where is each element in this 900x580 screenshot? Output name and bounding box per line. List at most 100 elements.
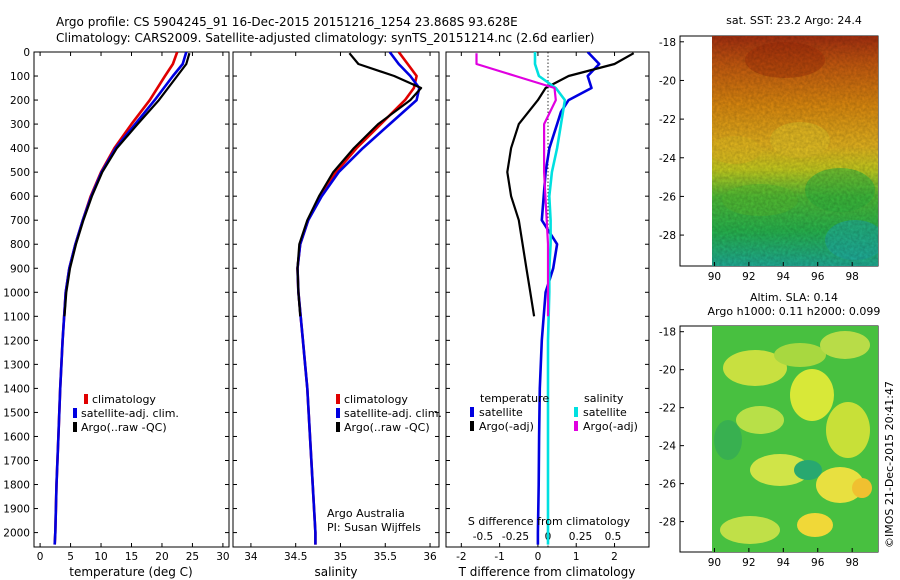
legend-swatch-argo — [73, 422, 77, 432]
legend-swatch-climatology — [84, 394, 88, 404]
series-line-temperature-satellite — [536, 52, 601, 545]
figure-subtitle: Climatology: CARS2009. Satellite-adjuste… — [56, 31, 594, 45]
x-tick-label: 20 — [155, 551, 168, 563]
series-line-argo-raw-qc- — [296, 52, 423, 317]
x-tick-label: 5 — [67, 551, 74, 563]
legend-swatch-satellite — [73, 408, 77, 418]
sla-map-title-1: Altim. SLA: 0.14 — [750, 291, 838, 304]
legend-title-temperature: temperature — [480, 392, 549, 405]
depth-tick-label: 400 — [10, 143, 30, 155]
legend-label-s-argo: Argo(-adj) — [583, 420, 638, 433]
map-x-tick-label: 92 — [742, 271, 755, 283]
depth-tick-label: 2000 — [3, 528, 30, 540]
legend-swatch-t-satellite — [470, 407, 474, 417]
legend-swatch-climatology — [336, 394, 340, 404]
legend-label-s-satellite: satellite — [583, 406, 627, 419]
legend-label-argo: Argo(..raw -QC) — [344, 421, 430, 434]
map-x-tick-label: 94 — [777, 557, 791, 569]
series-line-satellite-adj-clim- — [296, 52, 421, 545]
series-line-temperature-argo-adj- — [506, 52, 635, 317]
temperature-xlabel: temperature (deg C) — [69, 565, 192, 579]
x-tick-label: 36 — [423, 551, 437, 563]
depth-tick-label: 1000 — [3, 287, 30, 299]
sst-map-title: sat. SST: 23.2 Argo: 24.4 — [726, 14, 862, 27]
map-y-tick-label: -26 — [659, 479, 676, 491]
map-x-tick-label: 94 — [777, 271, 791, 283]
depth-tick-label: 1500 — [3, 407, 30, 419]
imos-timestamp: ©IMOS 21-Dec-2015 20:41:47 — [883, 381, 896, 548]
series-line-satellite-adj-clim- — [53, 52, 188, 545]
series-line-climatology — [296, 52, 418, 545]
credit-pi: PI: Susan Wijffels — [327, 521, 421, 534]
difference-panel: -2 -1 0 1 2-0.5 -0.25 0 0.25 0.5 S difference fr… — [445, 51, 650, 579]
temperature-panel: 0 5 10 15 20 25 30 temperature (deg C) climato… — [33, 51, 230, 579]
map-y-tick-label: -22 — [659, 403, 676, 415]
map-x-tick-label: 90 — [708, 557, 721, 569]
depth-tick-label: 1600 — [3, 431, 30, 443]
x-tick-label: 0 — [37, 551, 44, 563]
x-tick-label: 34 — [244, 551, 258, 563]
series-line-climatology — [53, 52, 179, 545]
legend-swatch-argo — [336, 422, 340, 432]
salinity-legend: climatology satellite-adj. clim. Argo(..… — [336, 393, 442, 434]
map-x-tick-label: 90 — [708, 271, 721, 283]
depth-tick-label: 600 — [10, 191, 30, 203]
x-tick-label: 0 — [535, 551, 542, 563]
map-y-tick-label: -20 — [659, 365, 676, 377]
temperature-legend: climatology satellite-adj. clim. Argo(..… — [73, 393, 179, 434]
depth-tick-label: 1800 — [3, 480, 30, 492]
legend-swatch-satellite — [336, 408, 340, 418]
depth-tick-label: 700 — [10, 215, 30, 227]
salinity-xlabel: salinity — [314, 565, 357, 579]
legend-label-climatology: climatology — [92, 393, 156, 406]
difference-xlabel-bottom: T difference from climatology — [458, 565, 636, 579]
depth-tick-label: 1200 — [3, 335, 30, 347]
sla-field — [712, 326, 878, 552]
map-x-tick-label: 96 — [811, 557, 825, 569]
series-line-argo-raw-qc- — [63, 52, 191, 317]
x-tick-label: 1 — [573, 551, 580, 563]
sla-map-title-2: Argo h1000: 0.11 h2000: 0.099 — [708, 305, 881, 318]
x-tick-label: 35 — [334, 551, 347, 563]
difference-frame — [445, 51, 650, 548]
depth-tick-label: 1900 — [3, 504, 30, 516]
legend-label-satellite: satellite-adj. clim. — [344, 407, 442, 420]
x-tick-label: 35.5 — [374, 551, 397, 563]
legend-label-argo: Argo(..raw -QC) — [81, 421, 167, 434]
salinity-frame — [232, 51, 440, 548]
map-x-tick-label: 98 — [845, 557, 858, 569]
legend-swatch-s-satellite — [574, 407, 578, 417]
map-x-tick-label: 92 — [742, 557, 755, 569]
credit-institution: Argo Australia — [327, 507, 405, 520]
x-tick-label: 10 — [94, 551, 107, 563]
sla-map: Altim. SLA: 0.14 Argo h1000: 0.11 h2000:… — [659, 291, 881, 569]
legend-label-t-argo: Argo(-adj) — [479, 420, 534, 433]
x-tick-label: 34.5 — [284, 551, 307, 563]
x-tick-label: -1 — [494, 551, 504, 563]
s-diff-tick-label: 0.25 — [569, 531, 592, 543]
map-y-tick-label: -24 — [659, 441, 676, 453]
x-tick-label: 2 — [611, 551, 618, 563]
depth-tick-label: 0 — [23, 47, 30, 59]
map-y-tick-label: -18 — [659, 327, 676, 339]
x-tick-label: 15 — [125, 551, 138, 563]
s-diff-tick-label: -0.25 — [502, 531, 529, 543]
depth-tick-label: 1700 — [3, 455, 30, 467]
map-y-tick-label: -22 — [659, 114, 676, 126]
map-y-tick-label: -24 — [659, 153, 676, 165]
x-tick-label: 30 — [216, 551, 229, 563]
depth-tick-label: 1100 — [3, 311, 30, 323]
legend-swatch-t-argo — [470, 421, 474, 431]
map-y-tick-label: -20 — [659, 75, 676, 87]
s-diff-tick-label: -0.5 — [473, 531, 494, 543]
salinity-panel: 34 34.5 35 35.5 36 salinity climatology sate… — [232, 51, 442, 579]
legend-title-salinity: salinity — [584, 392, 624, 405]
depth-tick-label: 800 — [10, 239, 30, 251]
depth-tick-label: 300 — [10, 119, 30, 131]
legend-label-t-satellite: satellite — [479, 406, 523, 419]
legend-label-satellite: satellite-adj. clim. — [81, 407, 179, 420]
difference-xlabel-top: S difference from climatology — [468, 515, 631, 528]
series-line-salinity-argo-adj- — [475, 53, 557, 317]
legend-swatch-s-argo — [574, 421, 578, 431]
